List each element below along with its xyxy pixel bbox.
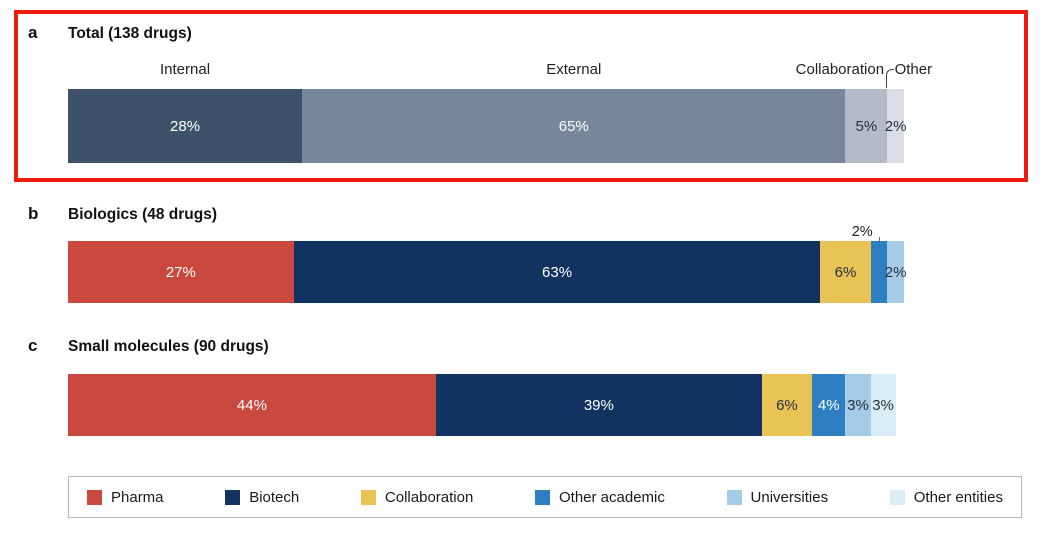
segment-pharma: 44% — [68, 374, 436, 436]
legend-swatch-pharma — [87, 489, 102, 505]
segment-value-label: 5% — [855, 117, 878, 135]
legend-label: Other entities — [913, 488, 1003, 506]
legend-label: Biotech — [249, 488, 300, 506]
segment-external: 65% — [302, 89, 846, 163]
segment-universities: 3% — [845, 374, 871, 436]
above-value-label-other-academic: 2% — [851, 224, 873, 240]
panel-b-title: Biologics (48 drugs) — [68, 206, 217, 223]
legend-item-other-entities: Other entities — [889, 488, 1003, 506]
panel-letter-a: a — [28, 23, 38, 42]
panel-letter-b: b — [28, 204, 39, 223]
panel-letter-c: c — [28, 336, 38, 355]
above-label-tick — [878, 237, 880, 242]
panel-c-content: Small molecules (90 drugs) 44% 39% 6% 4% 3% 3… — [68, 338, 904, 436]
segment-pharma: 27% — [68, 241, 294, 303]
segment-other: 2% — [884, 89, 907, 163]
legend-label: Other academic — [558, 488, 665, 506]
category-label-external: External — [546, 61, 602, 78]
category-label-internal: Internal — [160, 61, 211, 78]
legend-swatch-universities — [726, 489, 742, 505]
segment-other-academic: 4% — [812, 374, 846, 436]
legend-item-pharma: Pharma — [87, 489, 164, 506]
category-label-collaboration: Collaboration — [795, 61, 885, 78]
segment-value-label: 28% — [170, 117, 201, 135]
segment-value-label: 6% — [834, 263, 857, 281]
panel-a-title: Total (138 drugs) — [68, 25, 192, 42]
segment-value-label: 3% — [872, 396, 894, 414]
segment-collaboration: 5% — [845, 89, 888, 163]
legend-swatch-other-entities — [889, 489, 905, 505]
segment-universities: 2% — [884, 241, 907, 303]
segment-internal: 28% — [68, 89, 303, 163]
segment-value-label: 3% — [847, 396, 869, 414]
segment-value-label: 4% — [817, 396, 840, 414]
legend: Pharma Biotech Collaboration Other academic… — [68, 476, 1022, 518]
segment-value-label: 2% — [884, 263, 907, 281]
segment-collaboration: 6% — [761, 374, 813, 436]
segment-value-label: 2% — [884, 117, 907, 135]
segment-other-entities: 3% — [870, 374, 896, 436]
segment-biotech: 39% — [435, 374, 762, 436]
legend-item-biotech: Biotech — [225, 489, 299, 506]
legend-swatch-biotech — [225, 489, 241, 505]
legend-swatch-other-academic — [534, 489, 550, 505]
above-labels-row: 2% — [68, 224, 904, 242]
segment-value-label: 65% — [558, 117, 589, 135]
segment-value-label: 63% — [542, 263, 573, 281]
legend-item-universities: Universities — [726, 488, 829, 506]
segment-value-label: 39% — [583, 396, 614, 414]
segment-value-label: 44% — [236, 396, 267, 414]
stacked-bar-small-molecules: 44% 39% 6% 4% 3% 3% — [68, 374, 904, 436]
legend-label: Collaboration — [384, 488, 474, 506]
legend-label: Pharma — [111, 488, 164, 506]
legend-item-collaboration: Collaboration — [360, 488, 474, 506]
legend-swatch-collaboration — [360, 489, 376, 505]
legend-item-other-academic: Other academic — [534, 488, 665, 506]
panel-b-content: Biologics (48 drugs) 2% 27% 63% 6% 2% — [68, 206, 907, 303]
stacked-bar-total: 28% 65% 5% 2% — [68, 89, 907, 163]
segment-other-academic — [870, 241, 888, 303]
category-labels-row: Internal External Collaboration Other — [68, 59, 932, 88]
panel-c-title: Small molecules (90 drugs) — [68, 338, 269, 355]
panel-a-content: Total (138 drugs) Internal External Collab… — [68, 25, 932, 163]
segment-value-label: 27% — [165, 263, 196, 281]
segment-biotech: 63% — [293, 241, 821, 303]
legend-label: Universities — [750, 488, 829, 506]
other-connector-line — [885, 69, 894, 88]
segment-collaboration: 6% — [820, 241, 871, 303]
segment-value-label: 6% — [776, 396, 798, 414]
category-label-other: Other — [894, 61, 933, 78]
stacked-bar-biologics: 27% 63% 6% 2% — [68, 241, 907, 303]
